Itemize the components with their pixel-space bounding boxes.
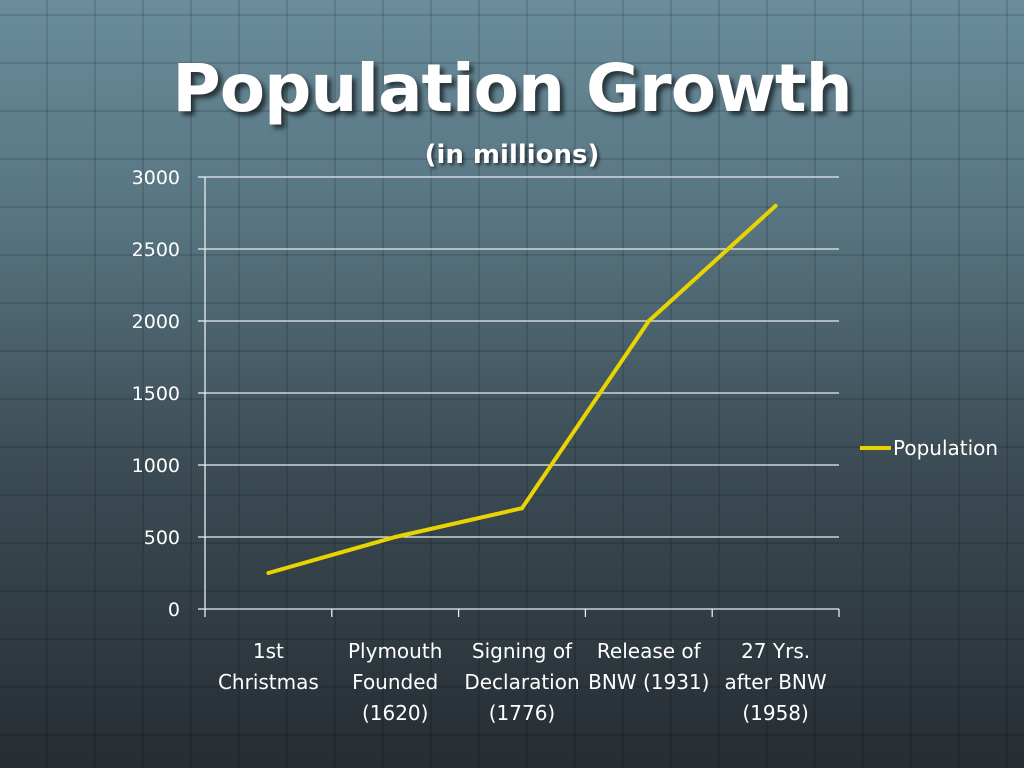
x-tick-label: Release of (597, 639, 702, 663)
chart-subtitle: (in millions) (425, 140, 600, 170)
y-tick-label: 1500 (132, 383, 180, 405)
x-tick-label: Christmas (218, 670, 319, 694)
series-line-population (267, 204, 777, 575)
x-tick-label: Founded (352, 670, 438, 694)
data-point (773, 203, 778, 208)
data-point (520, 506, 524, 511)
y-tick-label: 2000 (132, 311, 180, 333)
data-point (266, 571, 271, 575)
x-tick-label: Plymouth (348, 639, 442, 663)
chart-title: Population Growth (172, 50, 852, 127)
y-tick-label: 500 (144, 527, 180, 549)
x-tick-label: Declaration (464, 670, 579, 694)
data-point (646, 319, 651, 323)
x-tick-label: Signing of (472, 639, 573, 663)
data-point (393, 535, 398, 539)
legend-label: Population (893, 436, 998, 460)
x-tick-label: after BNW (725, 670, 827, 694)
y-tick-label: 3000 (132, 167, 180, 189)
x-tick-label: 27 Yrs. (741, 639, 810, 663)
x-tick-label: (1776) (489, 701, 556, 725)
x-tick-label: (1620) (362, 701, 429, 725)
y-tick-label: 1000 (132, 455, 180, 477)
x-tick-label: 1st (253, 639, 284, 663)
x-tick-label: (1958) (742, 701, 809, 725)
y-tick-label: 0 (168, 599, 180, 621)
x-tick-label: BNW (1931) (588, 670, 709, 694)
y-tick-label: 2500 (132, 239, 180, 261)
